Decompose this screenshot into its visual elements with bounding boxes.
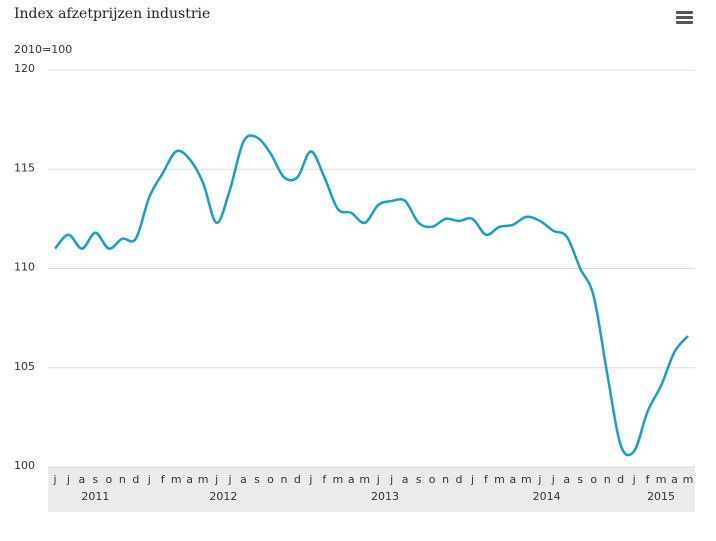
x-tick-label: j bbox=[537, 473, 541, 486]
x-tick-label: f bbox=[484, 473, 489, 486]
x-tick-label: a bbox=[671, 473, 678, 486]
x-tick-label: d bbox=[617, 473, 624, 486]
x-tick-label: s bbox=[577, 473, 583, 486]
y-tick-label: 110 bbox=[14, 261, 35, 274]
x-tick-label: m bbox=[171, 473, 182, 486]
x-tick-label: m bbox=[521, 473, 532, 486]
y-tick-label: 120 bbox=[14, 62, 35, 75]
x-tick-label: j bbox=[214, 473, 218, 486]
x-tick-label: a bbox=[348, 473, 355, 486]
x-tick-label: m bbox=[494, 473, 505, 486]
year-label: 2014 bbox=[533, 490, 561, 503]
year-label: 2013 bbox=[371, 490, 399, 503]
x-tick-label: m bbox=[359, 473, 370, 486]
chart-subtitle: 2010=100 bbox=[14, 43, 72, 56]
x-tick-label: s bbox=[93, 473, 99, 486]
year-label: 2015 bbox=[647, 490, 675, 503]
x-tick-label: o bbox=[106, 473, 113, 486]
chart-title: Index afzetprijzen industrie bbox=[14, 6, 210, 22]
x-tick-label: j bbox=[147, 473, 151, 486]
year-label: 2011 bbox=[81, 490, 109, 503]
x-tick-label: m bbox=[332, 473, 343, 486]
x-tick-label: j bbox=[376, 473, 380, 486]
x-tick-label: j bbox=[470, 473, 474, 486]
x-tick-label: j bbox=[551, 473, 555, 486]
x-tick-label: j bbox=[389, 473, 393, 486]
data-line bbox=[54, 134, 689, 457]
x-tick-label: j bbox=[228, 473, 232, 486]
x-tick-label: a bbox=[402, 473, 409, 486]
x-tick-label: a bbox=[240, 473, 247, 486]
x-tick-label: j bbox=[308, 473, 312, 486]
x-tick-label: f bbox=[161, 473, 166, 486]
x-tick-label: s bbox=[416, 473, 422, 486]
x-tick-label: d bbox=[294, 473, 301, 486]
x-tick-label: n bbox=[604, 473, 611, 486]
x-tick-label: a bbox=[79, 473, 86, 486]
x-tick-label: m bbox=[683, 473, 694, 486]
x-tick-label: a bbox=[186, 473, 193, 486]
x-tick-label: j bbox=[52, 473, 56, 486]
x-tick-label: n bbox=[442, 473, 449, 486]
x-tick-label: a bbox=[510, 473, 517, 486]
menu-button[interactable] bbox=[676, 11, 693, 24]
x-tick-label: o bbox=[267, 473, 274, 486]
x-axis-band bbox=[48, 467, 695, 512]
x-tick-label: m bbox=[198, 473, 209, 486]
x-tick-label: f bbox=[646, 473, 651, 486]
x-tick-label: o bbox=[590, 473, 597, 486]
x-tick-label: o bbox=[429, 473, 436, 486]
y-tick-label: 115 bbox=[14, 161, 35, 174]
x-tick-label: n bbox=[119, 473, 126, 486]
year-label: 2012 bbox=[209, 490, 237, 503]
y-tick-label: 100 bbox=[14, 459, 35, 472]
x-tick-label: s bbox=[254, 473, 260, 486]
x-tick-label: a bbox=[563, 473, 570, 486]
x-tick-label: j bbox=[66, 473, 70, 486]
x-tick-label: j bbox=[632, 473, 636, 486]
x-tick-label: f bbox=[322, 473, 327, 486]
x-tick-label: m bbox=[656, 473, 667, 486]
x-tick-label: n bbox=[280, 473, 287, 486]
x-tick-label: d bbox=[132, 473, 139, 486]
x-tick-label: d bbox=[456, 473, 463, 486]
y-tick-label: 105 bbox=[14, 360, 35, 373]
